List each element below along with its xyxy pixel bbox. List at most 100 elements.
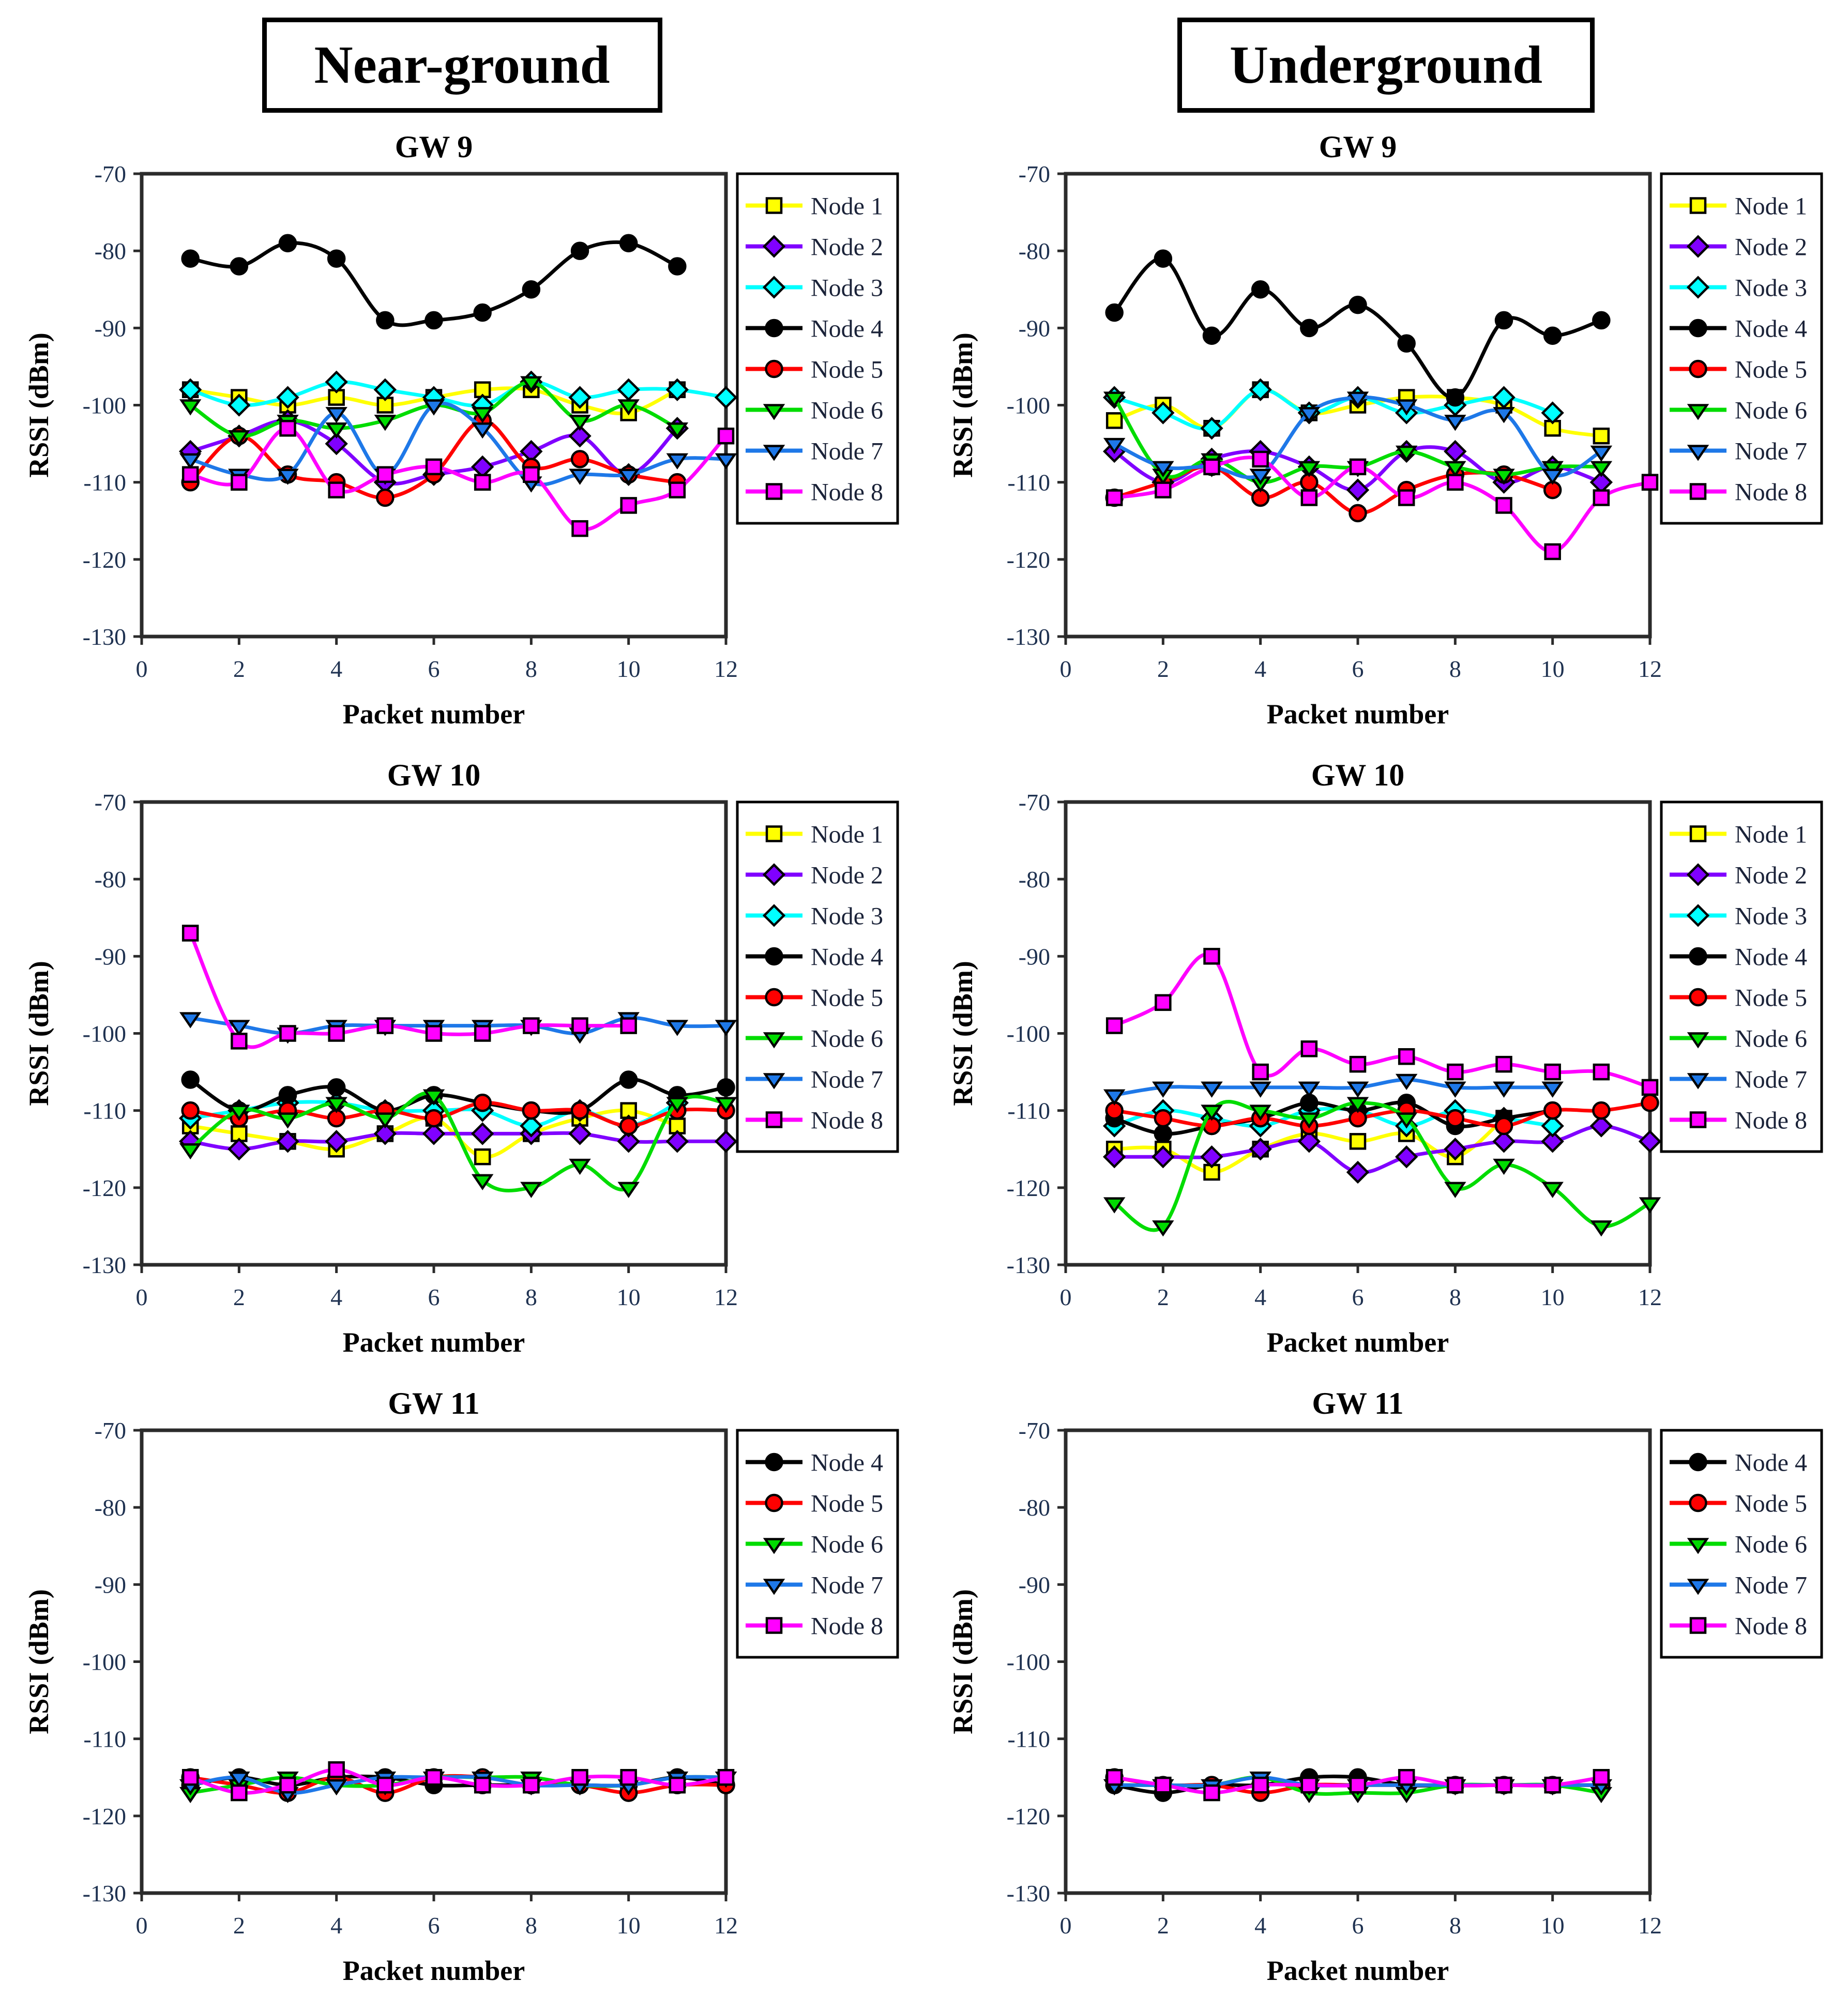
node-1-marker [765, 825, 782, 842]
node-6-marker [1687, 1032, 1709, 1049]
node-6-marker [617, 399, 640, 416]
node-7-marker [763, 1073, 785, 1090]
node-3-marker [1248, 378, 1272, 401]
node-2-marker [1443, 440, 1467, 463]
node-4-marker [180, 1070, 200, 1089]
node-3-marker [568, 386, 592, 409]
legend-item-node-1: Node 1 [1669, 193, 1807, 220]
node-7-marker [1444, 415, 1466, 431]
node-8-marker [1398, 489, 1415, 506]
x-tick-label: 12 [1638, 1284, 1662, 1310]
node-6-marker [325, 1097, 347, 1113]
node-8-marker [1495, 1776, 1512, 1794]
legend-item-node-6: Node 6 [1669, 397, 1807, 425]
node-6-marker [763, 1538, 785, 1554]
node-7-series [1103, 391, 1612, 485]
legend-item-node-8: Node 8 [1669, 479, 1807, 506]
node-7-marker [325, 1779, 347, 1796]
node-8-series [1105, 1769, 1610, 1802]
node-8-marker [1300, 1776, 1317, 1794]
node-8-marker [474, 1025, 491, 1042]
node-5-marker [764, 988, 783, 1007]
y-tick-label: -90 [94, 943, 126, 970]
charts-grid: GW 9 -70 -80 -90 -100 -110 -120 -130 0 2 4 6 8 10 12 Pa… [0, 127, 1848, 2012]
legend: Node 1 Node 2 Node 3 Node 4 Node 5 Node 6 Node… [1660, 172, 1823, 525]
legend-item-node-4: Node 4 [745, 944, 883, 971]
x-tick-label: 12 [1638, 656, 1662, 682]
node-3-marker [373, 378, 397, 401]
x-tick-label: 2 [233, 656, 245, 682]
node-8-marker [669, 1776, 686, 1794]
node-2-marker [1686, 235, 1709, 258]
node-7-line [1112, 1078, 1554, 1097]
y-axis-label: RSSI (dBm) [23, 961, 54, 1106]
node-6-marker [1590, 1220, 1612, 1237]
node-4-marker [424, 311, 443, 330]
x-tick-label: 4 [330, 1912, 342, 1939]
node-4-marker [764, 319, 783, 338]
node-8-marker [619, 1769, 637, 1786]
node-7-marker [228, 1020, 250, 1036]
node-6-marker [1346, 1097, 1369, 1113]
node-6-marker [1395, 445, 1417, 462]
node-4-marker [668, 257, 687, 276]
y-tick-label: -120 [82, 547, 126, 573]
node-8-series [1105, 948, 1658, 1096]
node-7-marker [1541, 468, 1564, 485]
x-tick-label: 0 [135, 656, 147, 682]
legend-label: Node 6 [811, 1025, 883, 1053]
x-tick-label: 8 [1449, 1912, 1461, 1939]
node-7-marker [1395, 1073, 1417, 1091]
node-5-marker [1446, 1109, 1464, 1128]
node-8-marker [181, 925, 199, 942]
node-4-marker [180, 249, 200, 268]
node-4-marker [1348, 295, 1367, 314]
node-6-marker [520, 376, 542, 392]
node-7-marker [1590, 445, 1612, 462]
node-7-marker [1152, 1081, 1174, 1098]
legend-item-node-2: Node 2 [745, 234, 883, 261]
node-5-marker [1543, 1101, 1562, 1120]
node-8-marker [1203, 1784, 1220, 1802]
node-4-marker [230, 257, 248, 276]
node-8-marker [765, 1617, 782, 1634]
legend-label: Node 3 [1735, 275, 1807, 302]
legend-item-node-2: Node 2 [745, 862, 883, 889]
y-tick-label: -120 [82, 1175, 126, 1201]
node-4-marker [1299, 319, 1319, 338]
legend-label: Node 3 [1735, 903, 1807, 930]
x-tick-label: 2 [1157, 1912, 1169, 1939]
node-7-marker [1152, 461, 1174, 477]
legend-item-node-8: Node 8 [1669, 1107, 1807, 1134]
node-6-series [179, 1089, 737, 1198]
node-8-marker [1543, 1776, 1561, 1794]
node-3-marker [324, 370, 348, 394]
node-3-marker [1540, 401, 1564, 425]
node-8-marker [1398, 1769, 1415, 1786]
y-tick-label: -70 [1018, 161, 1050, 187]
legend-item-node-1: Node 1 [745, 193, 883, 220]
node-4-marker [327, 1078, 345, 1097]
legend-item-node-5: Node 5 [1669, 356, 1807, 384]
node-7-marker [1249, 1081, 1271, 1098]
node-8-marker [425, 458, 442, 476]
legend-label: Node 5 [811, 356, 883, 384]
node-2-marker [471, 1122, 494, 1145]
legend-label: Node 6 [1735, 397, 1807, 425]
legend: Node 1 Node 2 Node 3 Node 4 Node 5 Node 6 Node… [1660, 800, 1823, 1153]
node-8-marker [1543, 543, 1561, 561]
node-2-marker [1686, 863, 1709, 886]
legend-label: Node 4 [1735, 315, 1807, 343]
legend-label: Node 8 [1735, 479, 1807, 506]
x-tick-label: 8 [525, 656, 537, 682]
node-8-series [181, 925, 637, 1050]
node-8-marker [1689, 483, 1706, 500]
x-tick-label: 8 [525, 1912, 537, 1939]
node-6-marker [666, 1097, 688, 1113]
node-6-marker [325, 422, 347, 439]
legend-item-node-4: Node 4 [1669, 944, 1807, 971]
x-tick-label: 8 [1449, 656, 1461, 682]
node-2-marker [1638, 1130, 1661, 1153]
chart-title: GW 9 [1319, 130, 1397, 164]
